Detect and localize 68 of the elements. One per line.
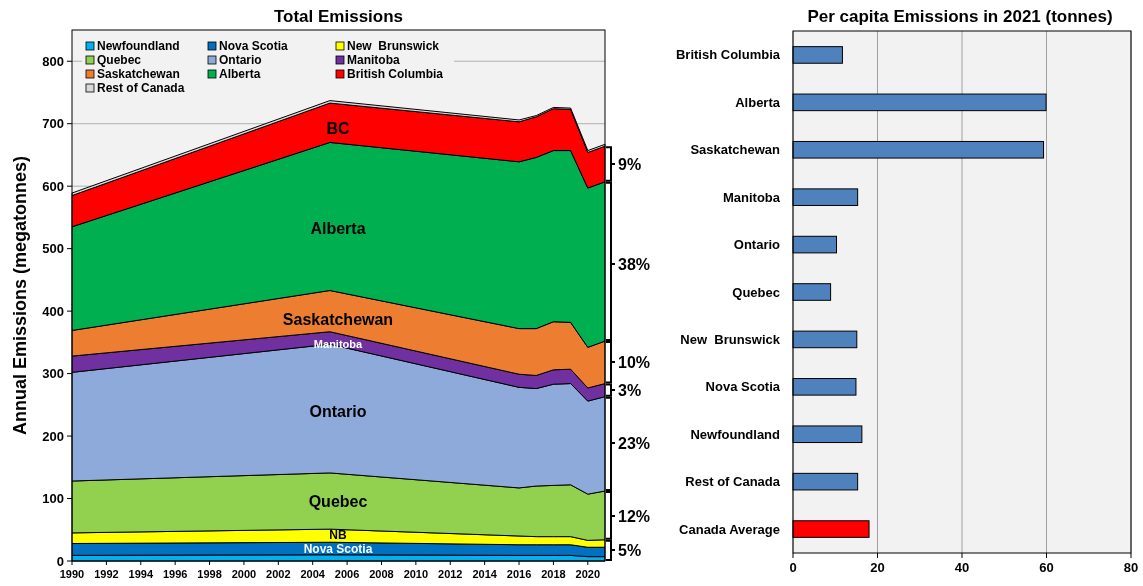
text: 5% [618,541,642,559]
text: 23% [618,434,651,452]
annotation: Saskatchewan [282,310,394,328]
y-tick-label: Quebec [732,284,780,300]
y-tick-label: Ontario [733,237,781,253]
x-tick-label: 2016 [506,568,532,580]
text: 38% [618,255,651,273]
y-tick-label: Nova Scotia [705,379,781,395]
x-tick-label: 2012 [438,568,463,580]
y-tick-label: 500 [42,241,64,257]
x-tick-label: 40 [954,560,970,575]
legend-label: Nova Scotia [219,39,289,54]
y-tick-label: Newfoundland [690,426,781,442]
y-tick-label: New Brunswick [680,331,781,347]
annotation: NB [329,528,347,543]
y-tick-label: Manitoba [722,189,781,205]
y-tick-label: 200 [42,428,64,444]
legend-label: Quebec [97,53,142,68]
y-axis-title: Annual Emissions (megatonnes) [10,155,30,436]
x-tick-label: 0 [789,560,797,575]
x-tick-label: 1994 [128,568,154,580]
x-tick-label: 1990 [59,568,85,580]
text: 10% [618,353,651,371]
y-tick-label: Canada Average [679,521,780,537]
y-tick-label: Alberta [735,94,781,110]
x-tick-label: 2006 [334,568,360,580]
annotation: Quebec [308,492,368,510]
legend-label: New Brunswick [347,39,440,54]
x-tick-label: 2014 [472,568,498,580]
annotation: Nova Scotia [303,542,373,557]
x-tick-label: 2018 [541,568,566,580]
x-tick-label: 2020 [575,568,601,580]
y-tick-label: Rest of Canada [685,474,781,490]
y-tick-label: Saskatchewan [690,142,781,158]
legend-label: Saskatchewan [97,67,180,82]
x-tick-label: 2010 [403,568,429,580]
x-tick-label: 60 [1039,560,1054,575]
text: 9% [618,155,642,173]
legend-label: Rest of Canada [97,81,185,96]
legend-label: Ontario [219,53,262,68]
legend-label: Alberta [219,67,261,82]
y-tick-label: British Columbia [675,47,781,63]
chart-title: Total Emissions [273,7,404,26]
legend-label: Newfoundland [97,39,180,54]
x-tick-label: 1992 [94,568,119,580]
annotation: Manitoba [313,337,364,350]
x-tick-label: 80 [1123,560,1139,575]
x-tick-label: 1998 [197,568,222,580]
x-tick-label: 2004 [300,568,326,580]
y-tick-label: 100 [42,491,64,507]
y-tick-label: 400 [42,303,64,319]
x-tick-label: 20 [870,560,885,575]
y-tick-label: 700 [42,116,64,132]
x-tick-label: 2000 [231,568,257,580]
y-tick-label: 300 [42,366,64,382]
legend-label: British Columbia [347,67,444,82]
x-tick-label: 1996 [162,568,188,580]
text: 12% [618,507,651,525]
annotation: Alberta [310,219,366,237]
annotation: Ontario [309,402,367,420]
y-tick-label: 600 [42,178,64,194]
annotation: BC [326,119,350,137]
chart-title: Per capita Emissions in 2021 (tonnes) [807,7,1113,26]
y-tick-label: 800 [42,53,64,69]
x-tick-label: 2008 [369,568,394,580]
legend-label: Manitoba [347,53,400,68]
x-tick-label: 2002 [266,568,291,580]
text: 3% [618,381,642,399]
